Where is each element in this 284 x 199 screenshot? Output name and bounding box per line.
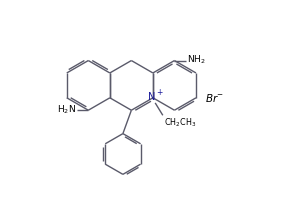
Text: N: N: [148, 92, 156, 102]
Text: Br$^{-}$: Br$^{-}$: [204, 92, 224, 104]
Text: +: +: [156, 88, 162, 97]
Text: CH$_2$CH$_3$: CH$_2$CH$_3$: [164, 117, 196, 129]
Text: NH$_2$: NH$_2$: [187, 54, 206, 66]
Text: H$_2$N: H$_2$N: [57, 103, 76, 116]
